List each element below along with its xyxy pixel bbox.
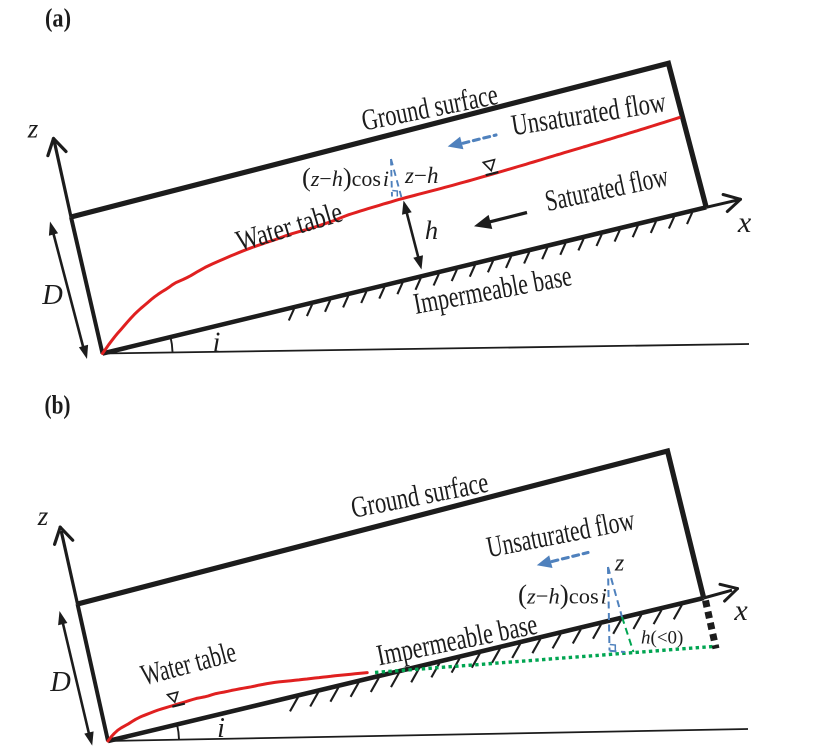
svg-text:i: i [213, 328, 221, 359]
svg-text:z: z [27, 114, 39, 144]
svg-text:(a): (a) [45, 4, 71, 33]
svg-text:z−h: z−h [404, 163, 438, 188]
svg-text:z: z [37, 501, 49, 531]
svg-text:z: z [614, 551, 625, 577]
svg-text:x: x [733, 594, 748, 627]
svg-text:h(<0): h(<0) [641, 628, 683, 649]
svg-text:(z−h)cos i: (z−h)cos i [518, 580, 607, 610]
svg-text:x: x [737, 206, 752, 239]
svg-text:(b): (b) [45, 391, 71, 420]
svg-text:D: D [49, 667, 71, 698]
svg-text:(z−h)cos i: (z−h)cos i [302, 162, 389, 192]
svg-text:D: D [41, 280, 63, 311]
svg-text:h: h [425, 215, 438, 245]
svg-text:i: i [217, 713, 225, 744]
